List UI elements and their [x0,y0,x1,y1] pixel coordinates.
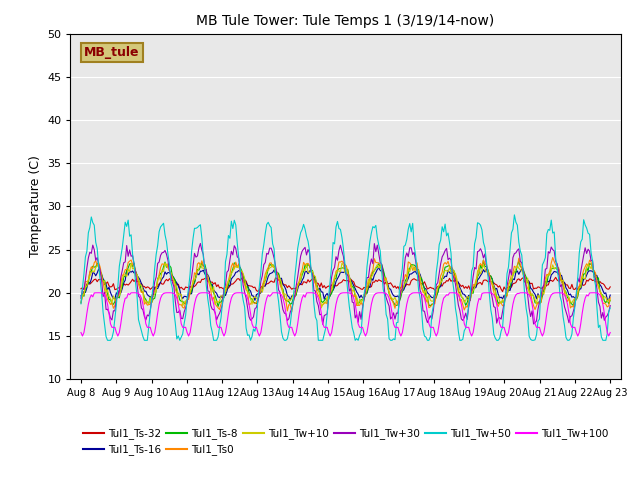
Line: Tul1_Tw+100: Tul1_Tw+100 [81,293,610,336]
Line: Tul1_Ts-16: Tul1_Ts-16 [81,268,610,300]
Tul1_Ts-8 [479,257,487,263]
Tul1_Ts-8 [580,271,588,277]
Tul1_Ts-16 [142,288,150,294]
Tul1_Tw+100 [264,292,272,298]
Tul1_Tw+50 [104,337,111,343]
Tul1_Tw+50 [77,301,85,307]
Tul1_Ts-8 [263,272,271,278]
Tul1_Tw+50 [254,296,262,302]
Tul1_Ts0 [77,300,85,306]
Tul1_Tw+30 [254,299,262,304]
Tul1_Tw+10 [254,296,262,302]
Tul1_Ts-32 [261,282,269,288]
Tul1_Tw+50 [606,305,614,311]
Tul1_Tw+10 [236,269,244,275]
Tul1_Tw+10 [142,298,150,304]
Tul1_Tw+10 [580,276,588,281]
Tul1_Ts-16 [235,268,243,274]
Tul1_Tw+10 [263,269,271,275]
Tul1_Ts-32 [499,289,506,295]
Tul1_Tw+30 [196,240,204,246]
Tul1_Ts0 [606,295,614,300]
Tul1_Tw+50 [236,267,244,273]
Tul1_Ts0 [261,271,269,277]
Tul1_Tw+10 [317,305,325,311]
Tul1_Ts0 [235,261,243,267]
Tul1_Ts-16 [263,278,271,284]
Tul1_Tw+100 [238,290,246,296]
Tul1_Ts0 [142,300,150,305]
Tul1_Tw+50 [143,337,151,343]
Tul1_Ts-32 [552,275,559,280]
Tul1_Ts-8 [214,303,222,309]
Tul1_Ts-32 [142,285,150,291]
Line: Tul1_Tw+30: Tul1_Tw+30 [81,243,610,324]
Tul1_Ts-32 [235,276,243,282]
Y-axis label: Temperature (C): Temperature (C) [29,156,42,257]
Tul1_Tw+10 [77,296,85,301]
Tul1_Ts-32 [606,284,614,290]
Line: Tul1_Ts-32: Tul1_Ts-32 [81,277,610,292]
Tul1_Tw+50 [511,212,518,218]
Tul1_Tw+30 [310,288,317,293]
Tul1_Tw+30 [606,303,614,309]
Tul1_Tw+100 [93,290,101,296]
Tul1_Ts0 [253,300,260,305]
Title: MB Tule Tower: Tule Temps 1 (3/19/14-now): MB Tule Tower: Tule Temps 1 (3/19/14-now… [196,14,495,28]
Tul1_Ts-16 [254,291,262,297]
Tul1_Ts-8 [236,264,244,270]
Tul1_Ts-16 [77,293,85,299]
Tul1_Tw+30 [319,322,326,327]
Tul1_Ts0 [288,309,296,315]
Line: Tul1_Ts0: Tul1_Ts0 [81,257,610,312]
Tul1_Ts-16 [606,292,614,298]
Tul1_Ts-8 [142,297,150,302]
Tul1_Ts-16 [580,276,588,282]
Tul1_Tw+100 [580,301,588,307]
Tul1_Ts0 [310,277,317,283]
Tul1_Tw+100 [145,324,152,330]
Tul1_Ts-32 [77,286,85,292]
Tul1_Tw+10 [161,260,169,266]
Tul1_Tw+100 [255,333,263,339]
Tul1_Tw+50 [580,217,588,223]
Tul1_Ts-32 [253,288,260,293]
Tul1_Tw+100 [77,330,85,336]
Tul1_Tw+30 [580,252,588,258]
Tul1_Tw+50 [263,222,271,228]
Tul1_Ts-8 [77,300,85,306]
Tul1_Tw+30 [263,251,271,256]
Tul1_Ts-8 [606,298,614,303]
Tul1_Ts-16 [251,298,259,303]
Tul1_Tw+100 [79,333,86,339]
Tul1_Ts-16 [375,265,383,271]
Tul1_Tw+30 [236,268,244,274]
Tul1_Ts-8 [310,275,317,280]
Tul1_Ts-16 [310,273,317,279]
Tul1_Ts0 [549,254,557,260]
Tul1_Tw+10 [310,273,317,278]
Tul1_Ts-32 [580,283,588,288]
Tul1_Tw+10 [606,297,614,303]
Tul1_Tw+50 [310,301,317,307]
Tul1_Ts0 [580,267,588,273]
Line: Tul1_Tw+10: Tul1_Tw+10 [81,263,610,308]
Tul1_Tw+30 [142,317,150,323]
Tul1_Tw+100 [312,291,319,297]
Text: MB_tule: MB_tule [84,46,140,59]
Tul1_Ts-8 [254,297,262,302]
Tul1_Ts-32 [308,276,316,282]
Line: Tul1_Ts-8: Tul1_Ts-8 [81,260,610,306]
Tul1_Tw+30 [77,295,85,301]
Legend: Tul1_Ts-32, Tul1_Ts-16, Tul1_Ts-8, Tul1_Ts0, Tul1_Tw+10, Tul1_Tw+30, Tul1_Tw+50,: Tul1_Ts-32, Tul1_Ts-16, Tul1_Ts-8, Tul1_… [79,424,612,459]
Tul1_Tw+100 [606,330,614,336]
Line: Tul1_Tw+50: Tul1_Tw+50 [81,215,610,340]
